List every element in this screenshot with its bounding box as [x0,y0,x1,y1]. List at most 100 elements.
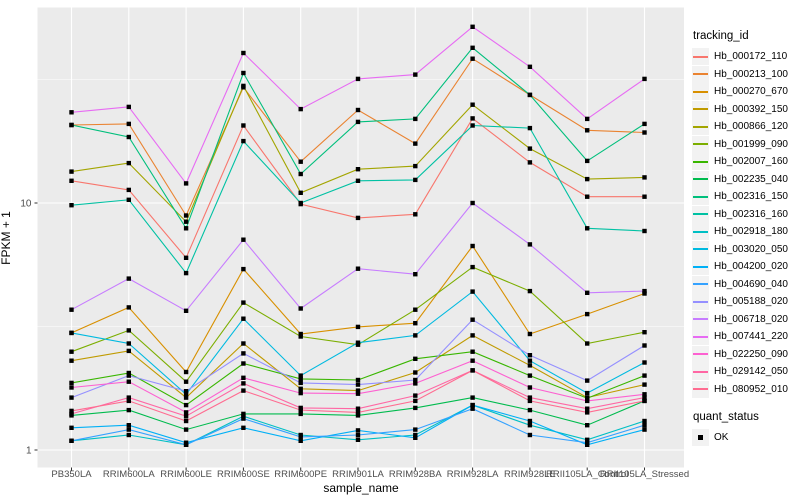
data-point [355,76,361,82]
data-point [527,418,533,424]
data-point [69,408,74,414]
data-point [527,92,533,98]
legend-item-Hb_004200_020: Hb_004200_020 [692,258,800,276]
data-point [470,123,475,128]
data-point [126,276,131,281]
data-point [183,442,189,447]
legend-key-swatch [692,118,709,136]
legend-label: Hb_080952_010 [714,383,788,395]
legend-item-Hb_004690_040: Hb_004690_040 [692,275,800,294]
data-point [69,395,74,400]
data-point [298,106,303,112]
data-point [413,370,418,375]
data-point [69,307,74,312]
data-point [241,83,246,89]
data-point [585,396,590,401]
legend-item-Hb_001999_090: Hb_001999_090 [692,135,800,154]
legend-label: Hb_007441_220 [714,331,788,343]
legend-key-swatch [692,205,709,223]
data-point [241,416,246,421]
legend-label: Hb_002235_040 [714,173,788,185]
data-point [585,423,590,428]
legend-key-swatch [692,135,709,153]
data-point [126,379,131,384]
data-point [585,437,590,442]
data-point [69,349,74,354]
data-point [126,160,131,166]
data-point [585,398,590,404]
data-point [183,379,189,384]
data-point [241,316,246,321]
data-point [470,116,475,121]
data-point [527,395,533,400]
data-point [470,358,475,363]
legend-line-icon [693,108,708,111]
data-point [298,386,303,391]
legend-items: Hb_000172_110 Hb_000213_100 Hb_000270_670 H… [692,48,800,398]
data-point [126,328,131,333]
data-point [585,176,590,182]
data-point [241,361,246,366]
legend-line-icon [693,195,708,198]
legend-item-Hb_005188_020: Hb_005188_020 [692,293,800,311]
data-point [585,440,590,445]
legend-label: Hb_002316_160 [714,208,788,220]
legend-key-swatch [692,293,709,311]
x-tick-label: RRII105LA_Stressed [600,469,689,480]
legend-item-Hb_002316_150: Hb_002316_150 [692,188,800,206]
data-point [413,177,418,183]
data-point [241,123,246,128]
data-point [241,70,246,76]
legend-key-swatch [692,188,709,206]
data-point [241,375,246,380]
data-point [413,212,418,217]
data-point [183,255,189,260]
legend-line-icon [693,335,708,338]
data-point [241,388,246,393]
data-point [126,197,131,202]
legend: tracking_id Hb_000172_110 Hb_000213_100 Hb… [692,30,800,447]
data-point [470,56,475,61]
data-point [413,72,418,77]
data-point [642,392,647,397]
data-point [642,418,647,424]
data-point [413,272,418,277]
legend-label: Hb_002918_180 [714,226,788,238]
legend-label: Hb_004690_040 [714,278,788,290]
data-point [69,411,74,417]
data-point [527,398,533,404]
legend-key-swatch [692,170,709,188]
legend-item-Hb_029142_050: Hb_029142_050 [692,363,800,381]
x-tick-label: PB350LA [51,469,92,480]
data-point [355,266,361,271]
data-point [413,381,418,386]
legend-label: Hb_000213_100 [714,68,788,80]
legend-label: Hb_001999_090 [714,138,788,150]
data-point [585,311,590,317]
point-square-icon [698,435,703,441]
data-point [183,369,189,375]
data-point [355,324,361,330]
data-point [241,237,246,242]
data-point [183,395,189,400]
data-point [470,395,475,400]
legend-key-swatch [692,328,709,346]
data-point [183,219,189,224]
legend-quant-status: quant_status OK [692,411,800,447]
data-point [183,308,189,313]
data-point [126,348,131,354]
data-point [298,331,303,337]
data-point [413,405,418,411]
data-point [126,423,131,428]
data-point [527,423,533,428]
data-point [642,121,647,127]
legend-key-swatch [692,48,709,66]
data-point [470,102,475,107]
data-point [298,190,303,195]
legend-key-swatch [692,100,709,118]
data-point [642,194,647,199]
legend-line-icon [693,388,708,391]
data-point [527,363,533,368]
data-point [355,377,361,383]
